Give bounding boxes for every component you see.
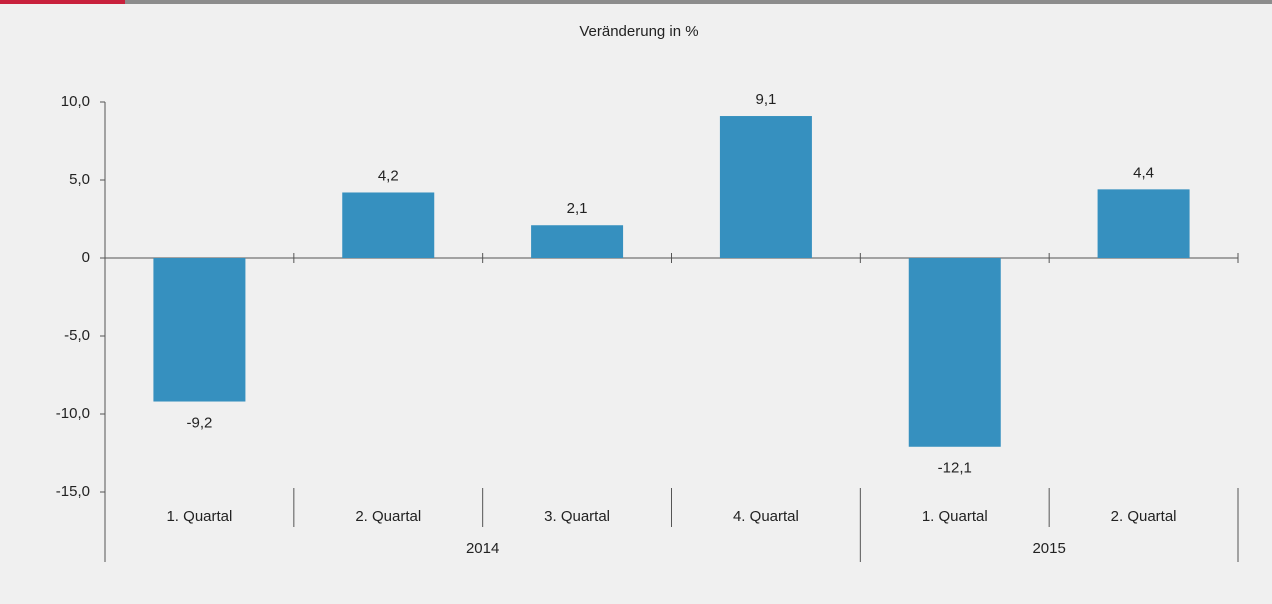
value-label: 2,1 xyxy=(567,200,588,217)
bar xyxy=(908,258,1001,447)
x-tick-label: 2. Quartal xyxy=(1111,508,1177,525)
x-tick-label: 2. Quartal xyxy=(355,508,421,525)
x-tick-label: 1. Quartal xyxy=(166,508,232,525)
group-label: 2014 xyxy=(466,540,499,557)
value-label: 4,4 xyxy=(1133,164,1154,181)
value-label: -9,2 xyxy=(186,414,212,431)
bar xyxy=(719,116,812,258)
top-accent xyxy=(0,0,125,4)
y-tick-label: -15,0 xyxy=(56,483,90,500)
y-tick-label: 10,0 xyxy=(61,93,90,110)
value-label: -12,1 xyxy=(938,460,972,477)
x-tick-label: 1. Quartal xyxy=(922,508,988,525)
x-tick-label: 4. Quartal xyxy=(733,508,799,525)
chart-title: Veränderung in % xyxy=(579,23,698,40)
value-label: 4,2 xyxy=(378,167,399,184)
y-tick-label: -10,0 xyxy=(56,405,90,422)
y-tick-label: -5,0 xyxy=(64,327,90,344)
value-label: 9,1 xyxy=(755,91,776,108)
x-tick-label: 3. Quartal xyxy=(544,508,610,525)
bar xyxy=(153,258,246,402)
bar xyxy=(531,225,624,258)
top-rule xyxy=(0,0,1272,4)
y-tick-label: 0 xyxy=(82,249,90,266)
group-label: 2015 xyxy=(1032,540,1065,557)
bar xyxy=(1097,189,1190,258)
bar xyxy=(342,192,435,258)
y-tick-label: 5,0 xyxy=(69,171,90,188)
